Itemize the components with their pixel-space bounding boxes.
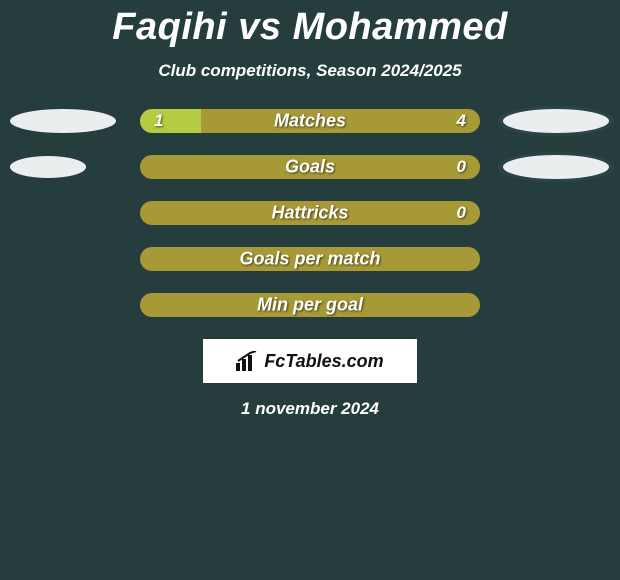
ellipse-right-inner-0 [503,109,609,133]
stat-row-hattricks: Hattricks 0 [0,201,620,225]
bar-label-gpm: Goals per match [140,249,480,270]
ellipse-left-0 [10,109,116,133]
stat-row-mpg: Min per goal [0,293,620,317]
footer-date: 1 november 2024 [0,399,620,419]
page-root: Faqihi vs Mohammed Club competitions, Se… [0,0,620,580]
ellipse-right-inner-1 [503,155,609,179]
bar-right-value-hattricks: 0 [457,203,466,223]
chart-icon [236,351,258,371]
ellipse-left-1 [10,156,86,178]
brand-text: FcTables.com [264,351,383,372]
bar-label-mpg: Min per goal [140,295,480,316]
left-ellipse-slot [0,109,140,133]
bar-label-goals: Goals [140,157,480,178]
page-title: Faqihi vs Mohammed [0,6,620,49]
left-ellipse-slot [0,156,140,178]
bar-matches: 1 Matches 4 [140,109,480,133]
bar-mpg: Min per goal [140,293,480,317]
bar-label-hattricks: Hattricks [140,203,480,224]
bar-right-value-goals: 0 [457,157,466,177]
ellipse-right-outer-1 [498,152,614,182]
stat-row-gpm: Goals per match [0,247,620,271]
stat-row-goals: Goals 0 [0,155,620,179]
right-ellipse-slot [480,152,620,182]
bar-gpm: Goals per match [140,247,480,271]
bar-right-value-matches: 4 [457,111,466,131]
ellipse-right-outer-0 [498,106,614,136]
right-ellipse-slot [480,106,620,136]
bar-hattricks: Hattricks 0 [140,201,480,225]
bar-goals: Goals 0 [140,155,480,179]
page-subtitle: Club competitions, Season 2024/2025 [0,61,620,81]
stat-row-matches: 1 Matches 4 [0,109,620,133]
brand-logo[interactable]: FcTables.com [203,339,417,383]
bar-fill-matches [140,109,201,133]
